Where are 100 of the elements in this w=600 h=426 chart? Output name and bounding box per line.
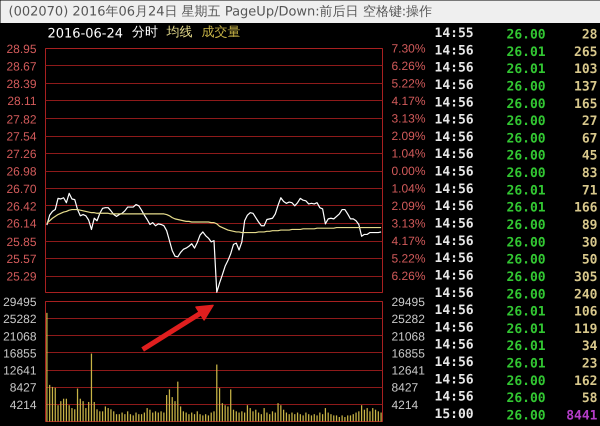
category-label: 14:56 bbox=[434, 147, 474, 162]
data-label: 26.00 bbox=[506, 391, 546, 406]
data-label: 26.00 bbox=[506, 374, 546, 389]
data-label: 162 bbox=[574, 374, 598, 389]
text: 成交量 bbox=[201, 25, 240, 40]
y-tick-label: 26.98 bbox=[6, 164, 37, 178]
line-series bbox=[46, 192, 382, 293]
data-label: 106 bbox=[574, 304, 598, 320]
y-tick-label: 29495 bbox=[3, 295, 37, 309]
data-label: 103 bbox=[574, 62, 598, 78]
data-label: 23 bbox=[582, 356, 598, 372]
data-label: 45 bbox=[582, 148, 598, 164]
y2-tick-label: 2.09% bbox=[392, 199, 426, 214]
y-tick-label: 25.57 bbox=[6, 252, 37, 266]
category-label: 14:56 bbox=[434, 112, 474, 128]
y2-tick-label: 6.26% bbox=[392, 269, 426, 284]
data-label: 26.00 bbox=[506, 218, 546, 233]
y-tick-label: 25.85 bbox=[6, 234, 37, 249]
category-label: 14:56 bbox=[434, 182, 474, 197]
data-label: 26.00 bbox=[506, 287, 546, 302]
category-label: 14:56 bbox=[434, 303, 474, 318]
category-label: 14:56 bbox=[434, 355, 474, 370]
y-tick-label: 4214 bbox=[10, 398, 37, 412]
y2-tick-label: 29495 bbox=[392, 295, 426, 309]
data-label: 26.00 bbox=[506, 114, 546, 130]
y2-tick-label: 8427 bbox=[392, 380, 419, 395]
category-label: 14:56 bbox=[434, 251, 474, 266]
y2-tick-label: 0.00% bbox=[392, 164, 426, 178]
category-label: 14:56 bbox=[434, 43, 474, 58]
data-label: 30 bbox=[582, 235, 598, 250]
y-tick-label: 27.54 bbox=[6, 130, 37, 144]
data-label: 26.01 bbox=[506, 339, 546, 354]
y2-tick-label: 21068 bbox=[392, 329, 426, 344]
line-series bbox=[46, 208, 382, 234]
data-label: 165 bbox=[574, 96, 598, 112]
y-tick-label: 26.14 bbox=[6, 216, 37, 231]
data-label: 50 bbox=[582, 252, 598, 268]
y2-tick-label: 4.17% bbox=[392, 94, 426, 108]
category-label: 14:56 bbox=[434, 372, 474, 388]
category-label: 14:55 bbox=[434, 26, 474, 41]
y2-tick-label: 25282 bbox=[392, 312, 426, 326]
data-label: 26.01 bbox=[506, 62, 546, 78]
category-label: 14:56 bbox=[434, 130, 474, 145]
data-label: 26.01 bbox=[506, 356, 546, 372]
data-label: 119 bbox=[574, 322, 598, 337]
data-label: 83 bbox=[582, 166, 598, 182]
y2-tick-label: 7.30% bbox=[392, 42, 426, 56]
data-label: 67 bbox=[582, 131, 598, 146]
category-label: 14:56 bbox=[434, 390, 474, 405]
category-label: 14:56 bbox=[434, 216, 474, 232]
category-label: 14:56 bbox=[434, 234, 474, 249]
y2-tick-label: 5.22% bbox=[392, 252, 426, 266]
y-tick-label: 28.39 bbox=[6, 76, 37, 91]
y-tick-label: 28.95 bbox=[6, 42, 37, 56]
y-tick-label: 27.82 bbox=[6, 112, 37, 126]
y2-tick-label: 3.13% bbox=[392, 111, 426, 126]
y-tick-label: 25.29 bbox=[6, 270, 37, 284]
data-label: 26.00 bbox=[506, 131, 546, 146]
category-label: 14:56 bbox=[434, 199, 474, 214]
y2-tick-label: 1.04% bbox=[392, 181, 426, 196]
y-tick-label: 27.26 bbox=[6, 147, 37, 162]
data-label: 26.01 bbox=[506, 322, 546, 337]
y2-tick-label: 2.09% bbox=[392, 128, 426, 143]
data-label: 240 bbox=[574, 287, 598, 302]
y-tick-label: 28.67 bbox=[6, 59, 37, 74]
category-label: 14:56 bbox=[434, 268, 474, 284]
category-label: 15:00 bbox=[434, 407, 474, 422]
y-tick-label: 25282 bbox=[3, 312, 37, 326]
y-tick-label: 26.42 bbox=[6, 199, 37, 214]
data-label: 58 bbox=[582, 391, 598, 406]
data-label: 26.00 bbox=[506, 79, 546, 94]
chart-title: (002070) 2016年06月24日 星期五 PageUp/Down:前后日 空格键:操作 bbox=[8, 4, 432, 20]
y-tick-label: 12641 bbox=[3, 364, 37, 378]
y-tick-label: 21068 bbox=[3, 329, 37, 344]
data-label: 166 bbox=[574, 200, 598, 216]
data-label: 26.00 bbox=[506, 408, 546, 424]
data-label: 305 bbox=[574, 270, 598, 285]
data-label: 26.01 bbox=[506, 183, 546, 198]
data-label: 26.01 bbox=[506, 200, 546, 216]
y-tick-label: 26.70 bbox=[6, 182, 37, 196]
data-label: 26.01 bbox=[506, 44, 546, 60]
data-label: 26.00 bbox=[506, 235, 546, 250]
data-label: 34 bbox=[582, 339, 598, 354]
data-label: 8441 bbox=[566, 408, 598, 424]
y2-tick-label: 12641 bbox=[392, 364, 426, 378]
y2-tick-label: 5.22% bbox=[392, 76, 426, 90]
data-label: 26.00 bbox=[506, 28, 546, 42]
y-tick-label: 16855 bbox=[3, 346, 37, 360]
data-label: 89 bbox=[582, 218, 598, 233]
data-label: 28 bbox=[582, 28, 598, 42]
category-label: 14:56 bbox=[434, 286, 474, 301]
data-label: 71 bbox=[582, 183, 598, 198]
category-label: 14:56 bbox=[434, 95, 474, 110]
y2-tick-label: 4.17% bbox=[392, 234, 426, 248]
data-label: 265 bbox=[574, 44, 598, 60]
text: 分时 bbox=[132, 25, 158, 40]
y2-tick-label: 6.26% bbox=[392, 58, 426, 73]
data-label: 26.00 bbox=[506, 148, 546, 164]
chart-subtitle: 2016-06-24 bbox=[47, 26, 124, 42]
data-label: 27 bbox=[582, 114, 598, 130]
